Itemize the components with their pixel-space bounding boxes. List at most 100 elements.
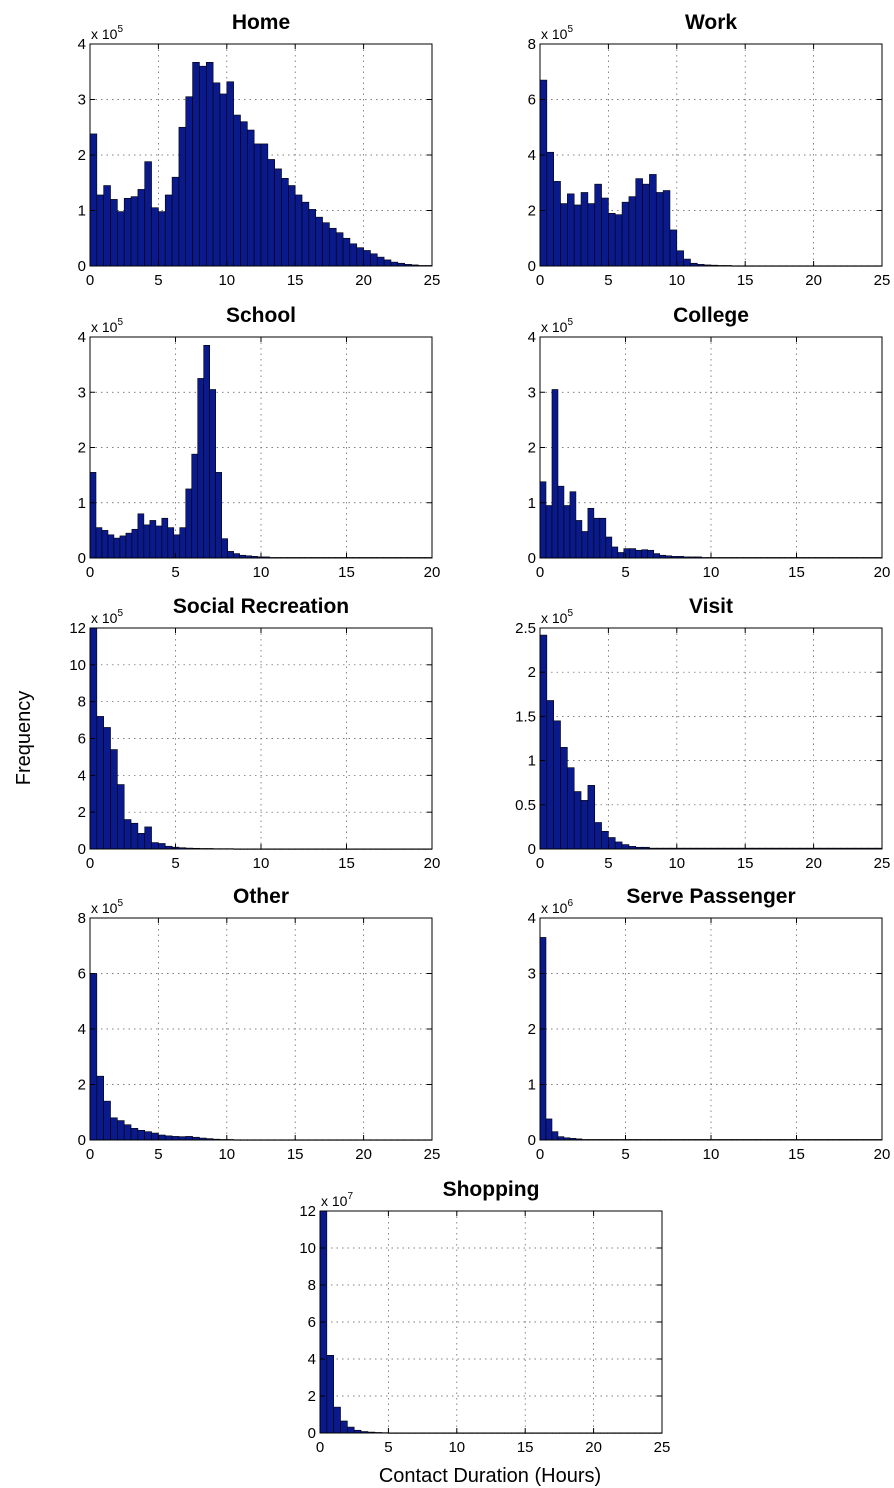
histogram-bar [540,80,547,266]
x-tick-label: 20 [355,272,372,289]
bar-series [540,937,881,1140]
x-tick-label: 15 [788,564,805,581]
x-tick-label: 20 [424,855,441,872]
y-tick-label: 0 [528,1132,536,1149]
histogram-bar [198,378,204,558]
histogram-bar [558,486,564,558]
histogram-bar [227,82,234,266]
histogram-bar [540,482,546,558]
y-scale-multiplier: x 105 [91,608,123,626]
y-tick-label: 2 [528,1021,536,1038]
histogram-bar [126,533,132,558]
panel-other: Other 0 5 10 15 20 25 0 2 4 6 8 x 105 [78,885,441,1163]
x-tick-label: 15 [287,272,304,289]
histogram-bar [138,833,145,849]
histogram-bar [547,700,554,849]
bar-series [540,389,881,558]
histogram-bar [336,233,343,266]
y-tick-label: 10 [69,657,86,674]
histogram-bar [282,178,289,266]
histogram-bar [554,181,561,266]
panel-title: Home [232,11,290,34]
y-tick-label: 1 [78,495,86,512]
histogram-bar [97,195,104,266]
panel-title: School [226,304,296,327]
x-tick-label: 20 [424,564,441,581]
histogram-bar [329,228,336,266]
histogram-bar [138,189,145,266]
histogram-bar [145,162,152,266]
histogram-bar [204,345,210,558]
y-tick-label: 4 [308,1351,316,1368]
x-tick-label: 15 [737,272,754,289]
histogram-bar [622,845,629,849]
histogram-bar [168,528,174,558]
bar-series [90,62,432,266]
histogram-bar [96,528,102,558]
y-tick-label: 2 [78,1077,86,1094]
x-tick-label: 5 [154,1146,162,1163]
histogram-bar [186,97,193,266]
histogram-bar [624,549,630,558]
histogram-bar [131,823,138,849]
histogram-bar [132,529,138,558]
y-scale-multiplier: x 106 [541,898,573,916]
x-tick-label: 20 [355,1146,372,1163]
histogram-bar [104,727,111,849]
histogram-bar [124,198,131,266]
histogram-bar [602,198,609,266]
x-tick-label: 5 [621,564,629,581]
y-tick-label: 0 [528,258,536,275]
histogram-bar [234,115,241,266]
histogram-bar [165,1136,172,1140]
histogram-bar [199,66,206,266]
histogram-bar [343,238,350,266]
histogram-bar [554,721,561,849]
histogram-bar [612,547,618,558]
panel-school: School 0 5 10 15 20 0 1 2 3 4 x 105 [78,304,441,581]
y-tick-label: 12 [299,1203,316,1220]
histogram-bar [341,1421,348,1433]
y-tick-label: 8 [528,36,536,53]
histogram-bar [108,535,114,558]
y-tick-label: 1 [528,753,536,770]
x-tick-label: 5 [621,1146,629,1163]
histogram-bar [111,1118,118,1140]
y-tick-label: 2 [78,147,86,164]
histogram-bar [90,472,96,558]
y-tick-label: 4 [78,767,86,784]
histogram-bar [210,389,216,558]
x-tick-label: 10 [448,1439,465,1456]
histogram-bar [104,186,111,266]
histogram-bar [581,800,588,849]
histogram-bar [131,197,138,266]
y-tick-label: 0 [528,550,536,567]
histogram-bar [608,838,615,849]
panel-title: Other [233,885,289,908]
y-tick-label: 0 [528,841,536,858]
y-tick-label: 8 [308,1277,316,1294]
histogram-bar [656,192,663,266]
histogram-bar [152,1133,159,1140]
y-scale-multiplier: x 105 [541,608,573,626]
x-tick-label: 5 [171,855,179,872]
x-tick-label: 25 [874,855,891,872]
histogram-bar [552,1132,558,1140]
histogram-bar [316,217,323,266]
histogram-bar [595,822,602,849]
histogram-bar [261,144,268,266]
histogram-bar [588,785,595,849]
x-tick-label: 5 [604,855,612,872]
y-tick-label: 1 [528,495,536,512]
histogram-bar [567,768,574,849]
histogram-bar [288,186,295,266]
panel-social-recreation: Social Recreation0 5 10 15 20024681012x 105 [69,595,440,872]
histogram-bar [104,1101,111,1140]
panel-title: Serve Passenger [626,885,795,908]
histogram-bar [186,489,192,558]
histogram-bar [564,506,570,558]
x-tick-label: 0 [536,272,544,289]
histogram-bar [546,1119,552,1140]
x-tick-label: 0 [86,272,94,289]
histogram-bar [158,212,165,266]
